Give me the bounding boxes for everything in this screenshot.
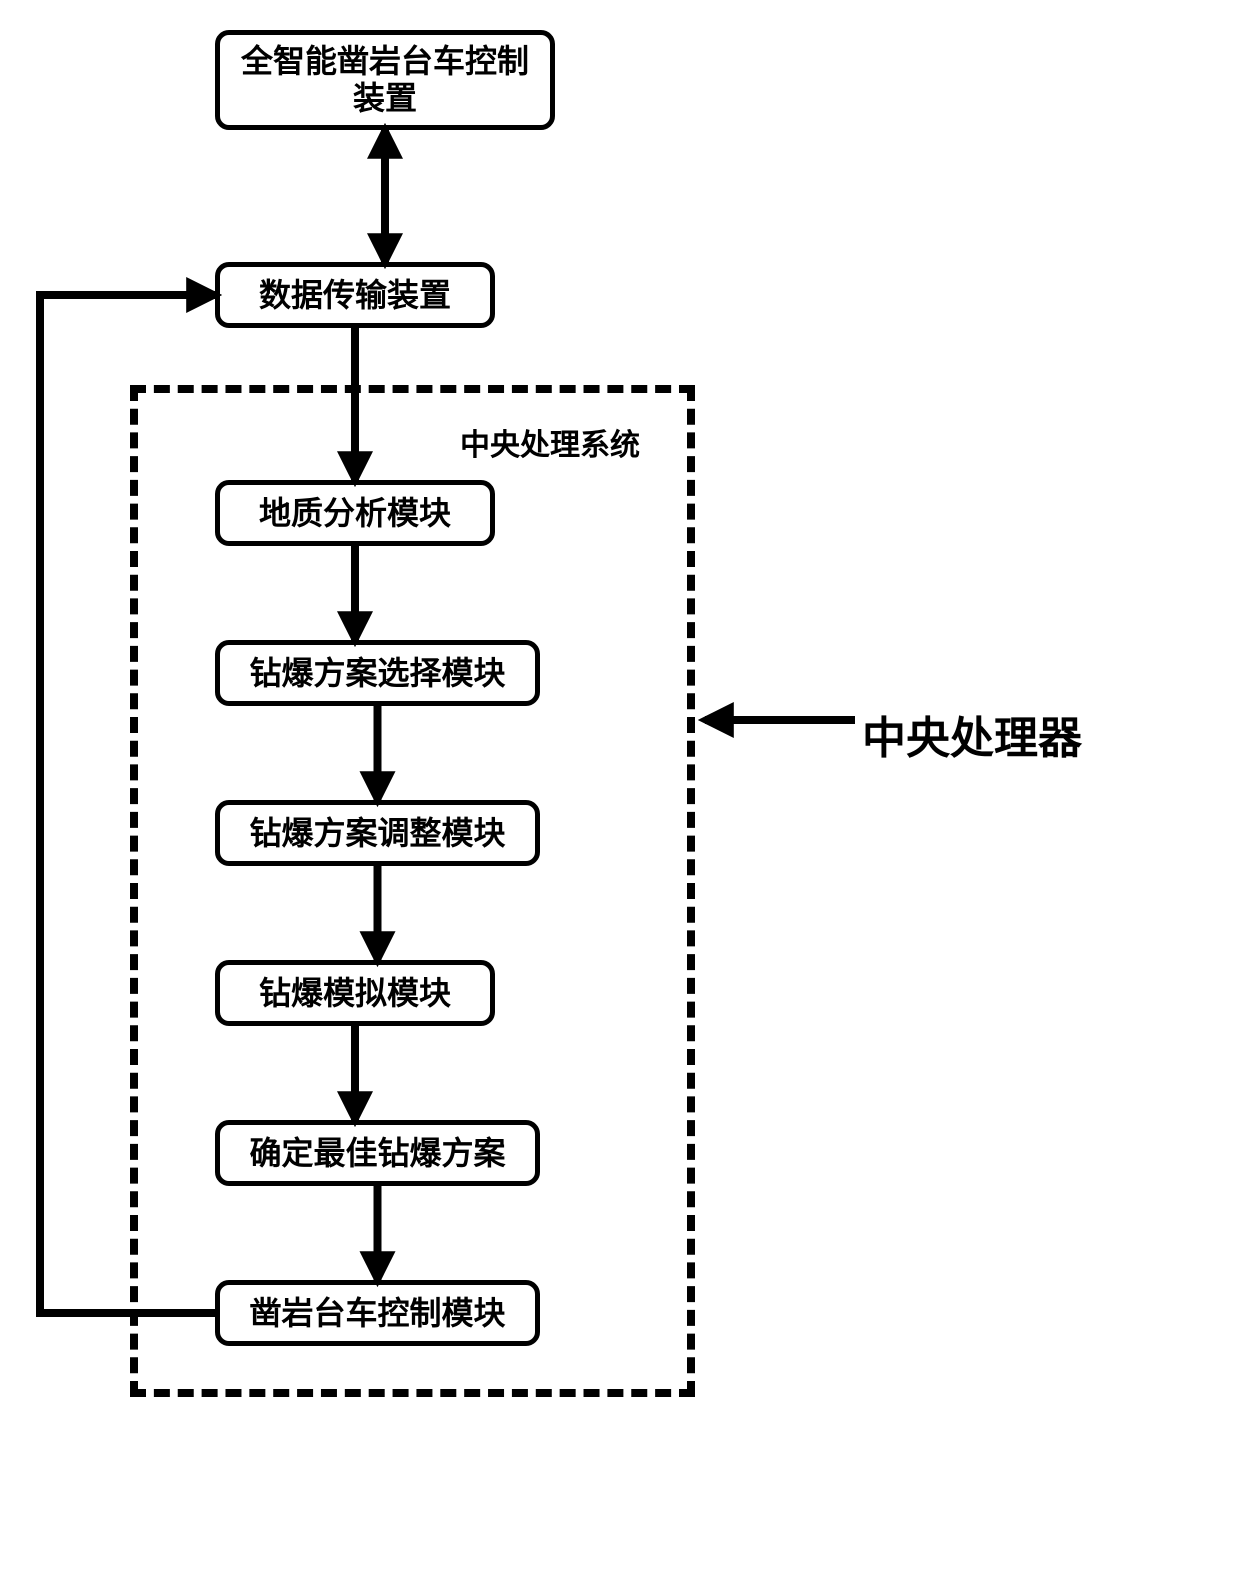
node-label: 地质分析模块: [259, 495, 451, 532]
node-control-device: 全智能凿岩台车控制 装置: [215, 30, 555, 130]
node-plan-selection: 钻爆方案选择模块: [215, 640, 540, 706]
node-label: 钻爆模拟模块: [259, 975, 451, 1012]
node-simulation: 钻爆模拟模块: [215, 960, 495, 1026]
node-plan-adjust: 钻爆方案调整模块: [215, 800, 540, 866]
node-label: 钻爆方案调整模块: [249, 815, 505, 852]
node-best-plan: 确定最佳钻爆方案: [215, 1120, 540, 1186]
node-rig-control: 凿岩台车控制模块: [215, 1280, 540, 1346]
node-label: 凿岩台车控制模块: [249, 1295, 505, 1332]
node-label: 全智能凿岩台车控制 装置: [241, 43, 529, 117]
label-central-system: 中央处理系统: [460, 420, 640, 464]
node-label: 确定最佳钻爆方案: [249, 1135, 505, 1172]
node-data-transmission: 数据传输装置: [215, 262, 495, 328]
node-label: 数据传输装置: [259, 277, 451, 314]
node-label: 钻爆方案选择模块: [249, 655, 505, 692]
node-geology-analysis: 地质分析模块: [215, 480, 495, 546]
label-central-processor: 中央处理器: [862, 702, 1082, 766]
